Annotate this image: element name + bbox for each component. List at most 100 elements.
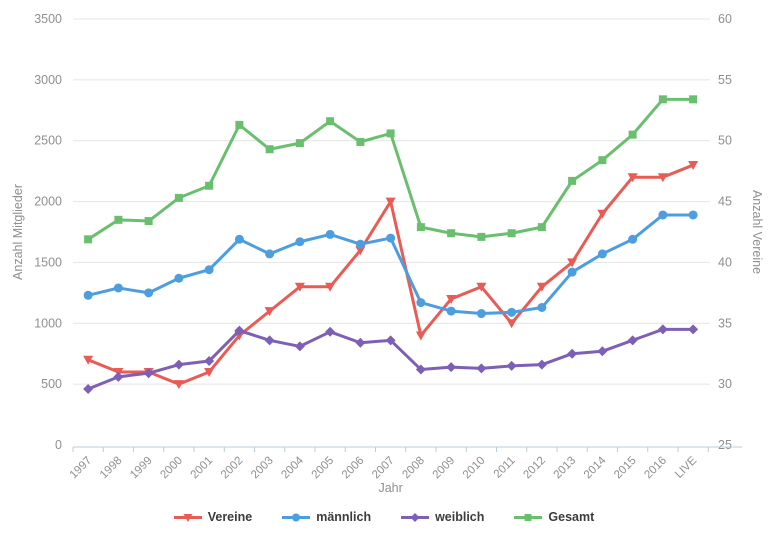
x-axis: 1997 1998 1999 2000 2001 2002 2003 2004 2005 2006… [68, 446, 742, 482]
axis-tick-labels: 0 500 1000 1500 2000 2500 3000 3500 25 30 35 40 45 50… [34, 12, 732, 452]
data-point-marker [415, 364, 426, 375]
data-point-marker [204, 367, 215, 377]
y-right-tick-label: 35 [718, 316, 732, 330]
data-point-marker [446, 294, 457, 304]
x-tick-label: 2001 [189, 455, 216, 482]
data-point-marker [325, 326, 336, 337]
data-point-marker [476, 282, 487, 292]
data-point-marker [416, 298, 426, 308]
data-point-marker [294, 341, 305, 352]
data-point-marker [627, 173, 638, 183]
data-point-marker [385, 335, 396, 346]
x-tick-label: 1999 [128, 455, 155, 482]
series-gesamt [84, 95, 698, 244]
y-left-tick-label: 2500 [34, 134, 62, 148]
chart-legend: Vereine männlich weiblich Gesamt [0, 510, 768, 524]
diamond-legend-icon [401, 512, 430, 522]
data-point-marker [446, 306, 456, 316]
data-point-marker [536, 282, 547, 292]
data-point-marker [295, 139, 304, 148]
data-point-marker [205, 181, 214, 190]
data-point-marker [536, 359, 547, 370]
data-point-marker [204, 356, 215, 367]
y-right-tick-label: 55 [718, 73, 732, 87]
data-point-marker [144, 217, 153, 226]
x-tick-label: 2015 [612, 455, 639, 482]
x-tick-label: 2006 [340, 455, 367, 482]
data-point-marker [567, 267, 577, 277]
x-tick-label: 2000 [158, 455, 185, 482]
x-tick-label: 2007 [370, 455, 397, 482]
data-point-marker [657, 173, 668, 183]
legend-label: männlich [316, 510, 372, 524]
legend-label: Vereine [207, 510, 253, 524]
data-point-marker [537, 223, 546, 232]
data-point-marker [628, 130, 637, 139]
data-point-marker [325, 282, 336, 292]
x-tick-label: 2016 [642, 455, 669, 482]
y-right-tick-label: 45 [718, 195, 732, 209]
data-point-marker [657, 324, 668, 335]
data-point-marker [415, 331, 426, 341]
data-point-marker [597, 209, 608, 219]
data-point-marker [476, 363, 487, 374]
x-tick-label: 2013 [552, 455, 579, 482]
y-left-tick-label: 500 [41, 377, 62, 391]
x-tick-label: 2014 [582, 454, 609, 481]
data-point-marker [507, 229, 516, 238]
legend-item-weiblich[interactable]: weiblich [401, 510, 484, 524]
y-right-tick-label: 40 [718, 255, 732, 269]
y-right-tick-label: 50 [718, 134, 732, 148]
x-tick-label: 2004 [279, 454, 306, 481]
circle-legend-icon [282, 513, 311, 521]
data-point-marker [658, 95, 667, 104]
legend-item-gesamt[interactable]: Gesamt [514, 510, 594, 524]
chart-canvas: 0 500 1000 1500 2000 2500 3000 3500 25 30 35 40 45 50… [11, 12, 764, 495]
data-point-marker [537, 302, 547, 312]
y-left-axis-title: Anzahl Mitglieder [11, 184, 25, 280]
y-left-tick-label: 2000 [34, 195, 62, 209]
data-point-marker [446, 362, 457, 373]
data-point-marker [144, 288, 154, 298]
x-tick-label: LIVE [673, 454, 699, 480]
data-point-marker [688, 210, 698, 220]
data-point-marker [264, 335, 275, 346]
data-point-marker [295, 237, 305, 247]
y-right-tick-label: 30 [718, 377, 732, 391]
data-point-marker [598, 156, 607, 165]
legend-item-vereine[interactable]: Vereine [173, 510, 253, 524]
data-point-marker [326, 117, 335, 126]
data-point-marker [355, 246, 366, 256]
y-left-tick-label: 3500 [34, 12, 62, 26]
data-point-marker [234, 234, 244, 244]
x-tick-label: 2010 [461, 455, 488, 482]
data-point-marker [204, 265, 214, 275]
legend-item-männlich[interactable]: männlich [282, 510, 371, 524]
series-vereine [83, 161, 699, 390]
data-point-marker [688, 324, 699, 335]
y-right-tick-label: 25 [718, 438, 732, 452]
data-point-marker [506, 360, 517, 371]
data-point-marker [235, 120, 244, 129]
y-left-tick-label: 0 [55, 438, 62, 452]
legend-label: Gesamt [548, 510, 595, 524]
data-point-marker [264, 307, 275, 317]
data-point-marker [265, 249, 275, 259]
data-point-marker [506, 319, 517, 329]
data-point-marker [143, 368, 154, 379]
data-point-marker [355, 337, 366, 348]
data-point-marker [507, 307, 517, 317]
data-point-marker [689, 95, 698, 104]
x-tick-label: 2008 [400, 455, 427, 482]
x-tick-label: 2009 [431, 455, 458, 482]
data-point-marker [627, 335, 638, 346]
x-tick-label: 2012 [521, 455, 548, 482]
data-point-marker [173, 359, 184, 370]
data-point-marker [325, 229, 335, 239]
data-point-marker [174, 273, 184, 283]
data-point-marker [234, 325, 245, 336]
data-point-marker [688, 161, 699, 171]
data-point-marker [113, 371, 124, 382]
data-point-marker [416, 223, 425, 232]
square-legend-icon [514, 513, 543, 521]
